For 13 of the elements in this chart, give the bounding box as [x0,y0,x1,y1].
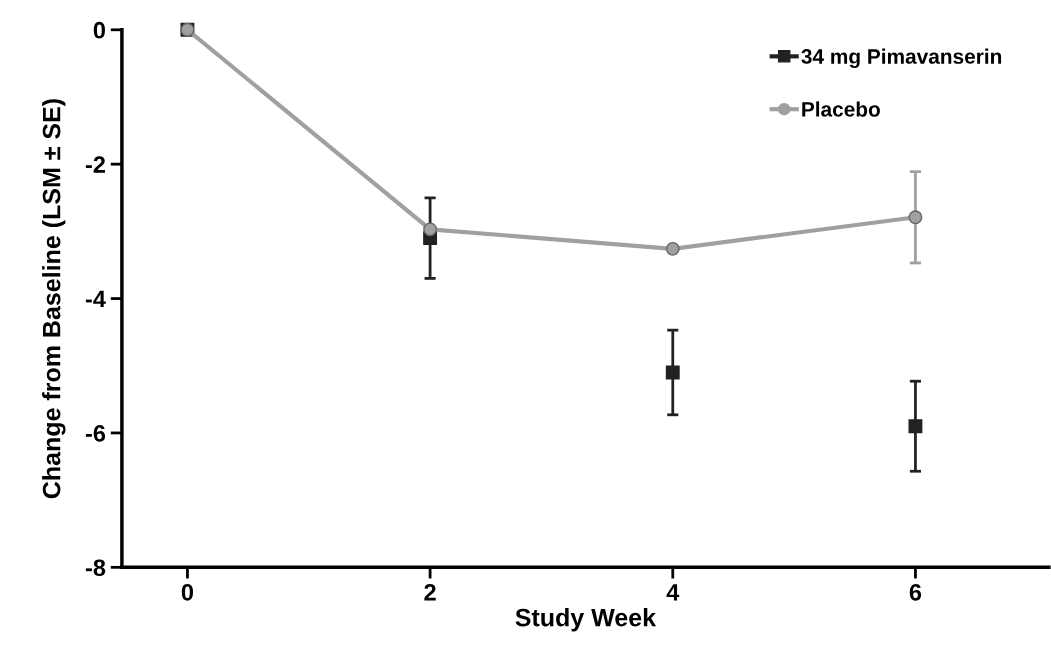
x-tick-label: 0 [181,583,194,601]
x-axis-title: Study Week [515,608,657,632]
legend-label: 34 mg Pimavanserin [801,48,1002,69]
x-tick-label: 6 [909,583,922,601]
y-tick-label: 0 [93,21,105,39]
x-tick-label: 4 [666,584,680,601]
x-tick-label: 2 [424,583,436,601]
y-tick-label: -4 [85,290,106,308]
y-tick-label: -2 [85,156,105,173]
legend-label: Placebo [802,101,880,117]
y-axis-title: Change from Baseline (LSM ± SE) [42,99,66,499]
y-tick-label: -6 [85,425,106,442]
y-tick-label: -8 [85,559,106,577]
